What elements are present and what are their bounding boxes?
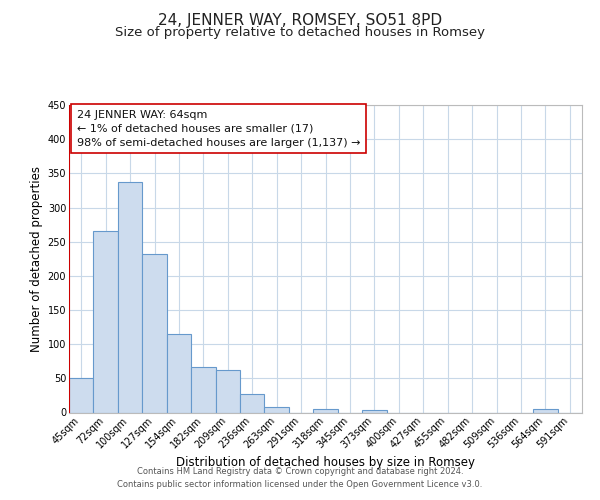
- X-axis label: Distribution of detached houses by size in Romsey: Distribution of detached houses by size …: [176, 456, 475, 468]
- Bar: [215, 370, 240, 412]
- Y-axis label: Number of detached properties: Number of detached properties: [31, 166, 43, 352]
- Bar: [362, 410, 386, 412]
- Bar: [142, 254, 167, 412]
- Text: 24, JENNER WAY, ROMSEY, SO51 8PD: 24, JENNER WAY, ROMSEY, SO51 8PD: [158, 12, 442, 28]
- Text: 24 JENNER WAY: 64sqm
← 1% of detached houses are smaller (17)
98% of semi-detach: 24 JENNER WAY: 64sqm ← 1% of detached ho…: [77, 110, 360, 148]
- Bar: [265, 407, 289, 412]
- Text: Contains public sector information licensed under the Open Government Licence v3: Contains public sector information licen…: [118, 480, 482, 489]
- Bar: [69, 378, 94, 412]
- Bar: [313, 409, 338, 412]
- Text: Size of property relative to detached houses in Romsey: Size of property relative to detached ho…: [115, 26, 485, 39]
- Bar: [118, 182, 142, 412]
- Bar: [533, 409, 557, 412]
- Bar: [94, 232, 118, 412]
- Text: Contains HM Land Registry data © Crown copyright and database right 2024.: Contains HM Land Registry data © Crown c…: [137, 467, 463, 476]
- Bar: [191, 366, 215, 412]
- Bar: [167, 334, 191, 412]
- Bar: [240, 394, 265, 412]
